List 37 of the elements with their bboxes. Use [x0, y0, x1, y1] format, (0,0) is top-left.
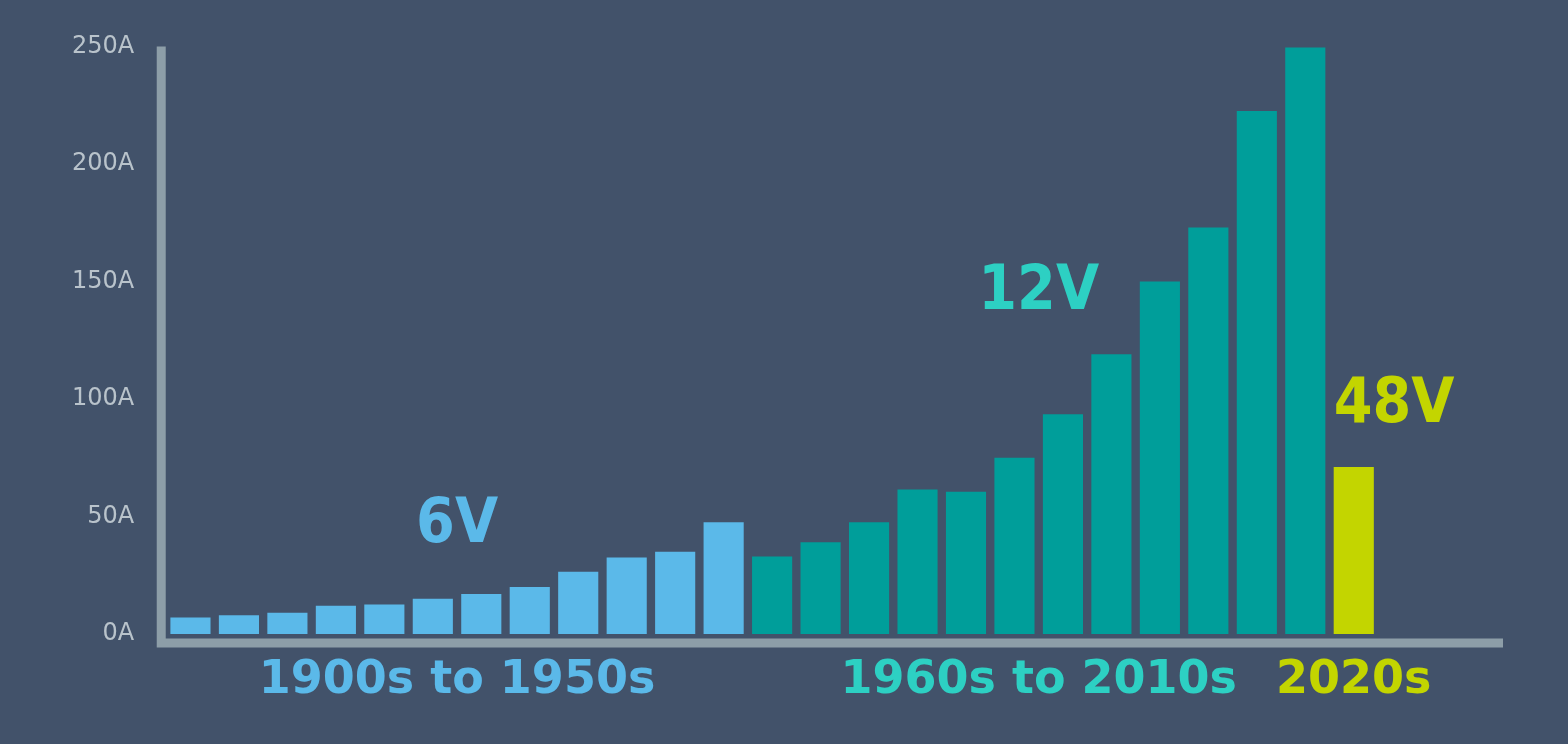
annotation: 48V: [1333, 364, 1455, 438]
text: 2020s: [1276, 649, 1432, 704]
bar: [994, 457, 1035, 634]
text: 1900s to 1950s: [258, 649, 656, 704]
y-tick-label: 200A: [71, 148, 135, 177]
y-tick-label: 150A: [71, 265, 135, 294]
text: 1960s to 2010s: [840, 649, 1237, 704]
bar: [509, 586, 550, 634]
bar: [558, 571, 599, 634]
y-tick-label: 50A: [87, 500, 135, 529]
bar: [606, 557, 647, 634]
bar: [218, 615, 259, 634]
bar: [1091, 354, 1132, 634]
bar: [848, 522, 890, 634]
annotation: 12V: [978, 251, 1100, 325]
bar: [897, 489, 938, 634]
bar: [1188, 227, 1229, 634]
bar: [1333, 467, 1374, 634]
bar: [315, 605, 356, 634]
bar: [412, 598, 453, 634]
y-tick-label: 250A: [71, 30, 135, 59]
bar: [170, 617, 211, 634]
bar: [1285, 47, 1326, 634]
bar: [267, 612, 308, 634]
bar: [1042, 414, 1084, 634]
bar: [945, 491, 987, 634]
bar: [800, 542, 841, 634]
y-tick-label: 0A: [102, 618, 135, 647]
bar: [655, 551, 696, 634]
bar: [461, 594, 502, 634]
bar: [1236, 111, 1277, 634]
bar: [1139, 281, 1180, 634]
y-tick-label: 100A: [71, 383, 135, 412]
bar: [703, 522, 744, 634]
annotation: 6V: [416, 484, 499, 558]
bar: [752, 556, 793, 634]
bar: [364, 604, 405, 634]
